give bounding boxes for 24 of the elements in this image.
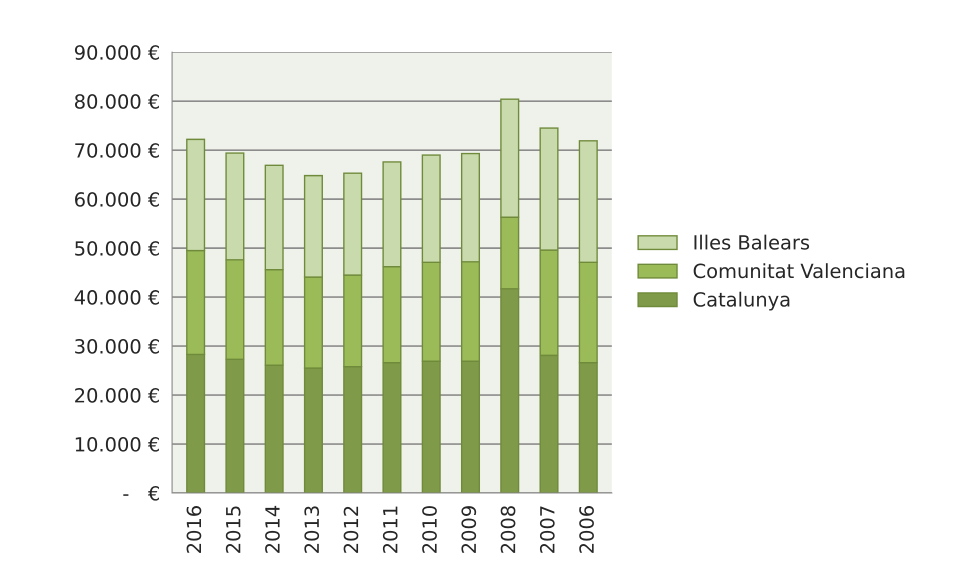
y-tick-label: 40.000 € [74,290,159,305]
y-tick-label: 10.000 € [76,436,159,452]
legend-label: Illes Balears [694,234,810,250]
x-tick-label: 2014 [265,506,280,553]
x-tick-label: 2010 [422,506,437,553]
x-tick-label: 2011 [382,506,398,553]
y-tick-label: 70.000 € [75,143,159,158]
x-tick-label: 2008 [500,506,516,553]
y-tick-label: - € [123,486,159,501]
x-tick-label: 2009 [461,506,476,553]
x-tick-label: 2016 [186,506,202,553]
x-tick-label: 2012 [344,506,358,553]
x-tick-label: 2006 [579,506,594,553]
y-tick-label: 30.000 € [75,339,159,354]
y-tick-label: 60.000 € [75,192,159,207]
legend-label: Catalunya [694,292,790,311]
legend-label: Comunitat Valenciana [694,263,904,278]
y-tick-label: 20.000 € [75,388,159,403]
y-tick-label: 80.000 € [75,94,159,109]
x-tick-label: 2015 [226,506,241,553]
x-tick-label: 2013 [304,506,320,553]
y-tick-label: 50.000 € [75,241,159,256]
x-tick-label: 2007 [540,506,555,553]
y-tick-label: 90.000 € [74,45,159,60]
